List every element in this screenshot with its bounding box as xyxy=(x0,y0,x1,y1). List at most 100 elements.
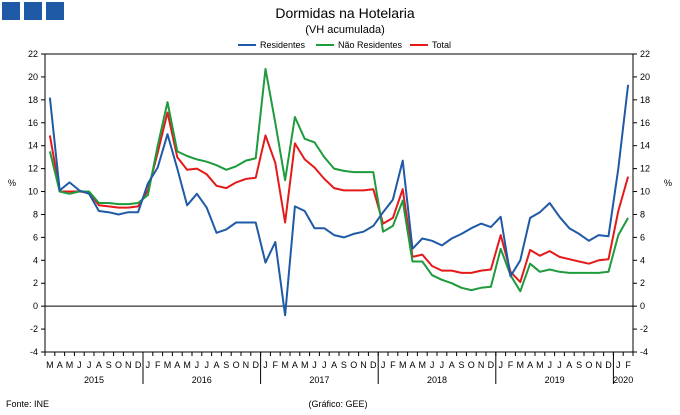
chart-subtitle: (VH acumulada) xyxy=(305,24,384,36)
month-label: A xyxy=(331,360,337,370)
y-tick-label-right: 8 xyxy=(640,209,645,219)
month-label: J xyxy=(547,360,552,370)
series-line-nao-residentes xyxy=(48,67,629,293)
month-label: A xyxy=(527,360,533,370)
y-axis-label-left: % xyxy=(8,178,16,188)
month-label: M xyxy=(164,360,172,370)
footer-credit: (Gráfico: GEE) xyxy=(308,399,367,409)
chart-title: Dormidas na Hotelaria xyxy=(275,5,414,21)
month-label: N xyxy=(243,360,250,370)
series-line-total xyxy=(48,111,630,284)
month-label: F xyxy=(273,360,279,370)
y-tick-label-right: 16 xyxy=(640,118,650,128)
month-label: M xyxy=(399,360,407,370)
month-label: O xyxy=(585,360,592,370)
y-tick-label-right: -2 xyxy=(640,324,648,334)
month-label: S xyxy=(341,360,347,370)
year-label: 2016 xyxy=(192,375,212,385)
month-label: A xyxy=(566,360,572,370)
month-label: D xyxy=(370,360,377,370)
month-label: M xyxy=(281,360,289,370)
y-tick-label-right: 22 xyxy=(640,49,650,59)
month-label: M xyxy=(419,360,427,370)
month-label: J xyxy=(381,360,386,370)
month-label: A xyxy=(449,360,455,370)
y-tick-label-right: 6 xyxy=(640,232,645,242)
month-label: J xyxy=(430,360,435,370)
month-label: M xyxy=(183,360,191,370)
month-label: A xyxy=(96,360,102,370)
series-line-residentes xyxy=(48,84,630,317)
month-label: M xyxy=(66,360,74,370)
month-label: J xyxy=(146,360,151,370)
logo-square-3 xyxy=(46,2,64,20)
month-label: J xyxy=(616,360,621,370)
y-tick-label-left: 4 xyxy=(33,255,38,265)
y-tick-label-right: 12 xyxy=(640,164,650,174)
month-label: J xyxy=(498,360,503,370)
month-label: J xyxy=(77,360,82,370)
month-label: A xyxy=(409,360,415,370)
y-tick-label-left: 16 xyxy=(28,118,38,128)
y-tick-label-right: -4 xyxy=(640,347,648,357)
year-label: 2020 xyxy=(613,375,633,385)
month-label: N xyxy=(478,360,485,370)
month-label: S xyxy=(576,360,582,370)
y-tick-label-left: 18 xyxy=(28,95,38,105)
month-label: J xyxy=(204,360,209,370)
month-label: J xyxy=(322,360,327,370)
y-tick-label-right: 0 xyxy=(640,301,645,311)
month-label: M xyxy=(517,360,525,370)
month-label: A xyxy=(174,360,180,370)
legend-entry: Residentes xyxy=(260,40,306,50)
month-label: N xyxy=(360,360,367,370)
month-label: F xyxy=(155,360,161,370)
y-tick-label-left: 10 xyxy=(28,187,38,197)
y-tick-label-left: 8 xyxy=(33,209,38,219)
y-tick-label-right: 18 xyxy=(640,95,650,105)
logo-square-1 xyxy=(2,2,20,20)
series-lines xyxy=(48,67,630,317)
year-label: 2015 xyxy=(84,375,104,385)
y-tick-label-left: 12 xyxy=(28,164,38,174)
footer-source: Fonte: INE xyxy=(6,399,49,409)
legend: Residentes Não Residentes Total xyxy=(238,40,451,50)
month-label: A xyxy=(213,360,219,370)
year-label: 2017 xyxy=(309,375,329,385)
month-label: O xyxy=(233,360,240,370)
legend-entry: Não Residentes xyxy=(338,40,403,50)
y-tick-label-right: 10 xyxy=(640,187,650,197)
y-tick-label-left: 2 xyxy=(33,278,38,288)
month-label: M xyxy=(46,360,54,370)
y-tick-label-left: 22 xyxy=(28,49,38,59)
month-label: D xyxy=(135,360,142,370)
month-label: J xyxy=(312,360,317,370)
month-label: S xyxy=(223,360,229,370)
month-label: M xyxy=(301,360,309,370)
month-label: F xyxy=(390,360,396,370)
y-tick-label-right: 20 xyxy=(640,72,650,82)
y-tick-label-right: 2 xyxy=(640,278,645,288)
month-label: S xyxy=(458,360,464,370)
month-label: M xyxy=(536,360,544,370)
month-label: J xyxy=(195,360,200,370)
y-tick-label-left: -4 xyxy=(30,347,38,357)
y-tick-label-left: -2 xyxy=(30,324,38,334)
month-label: S xyxy=(106,360,112,370)
y-axis-label-right: % xyxy=(664,178,672,188)
y-tick-label-left: 6 xyxy=(33,232,38,242)
month-label: N xyxy=(595,360,602,370)
y-tick-label-left: 0 xyxy=(33,301,38,311)
month-label: D xyxy=(605,360,612,370)
month-label: D xyxy=(252,360,259,370)
year-label: 2019 xyxy=(545,375,565,385)
month-label: F xyxy=(625,360,631,370)
logo-square-2 xyxy=(24,2,42,20)
y-tick-label-right: 14 xyxy=(640,141,650,151)
month-label: O xyxy=(115,360,122,370)
y-tick-label-left: 14 xyxy=(28,141,38,151)
month-label: D xyxy=(488,360,495,370)
year-label: 2018 xyxy=(427,375,447,385)
